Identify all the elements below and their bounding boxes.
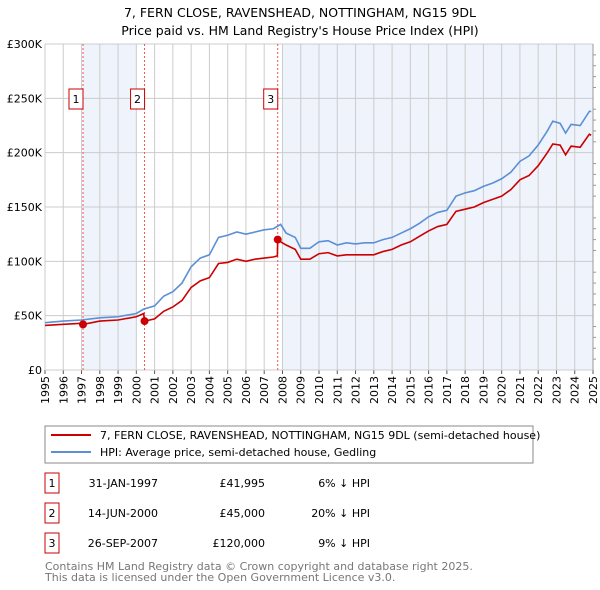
x-tick-label: 1998 (94, 376, 107, 404)
x-tick-label: 2004 (203, 376, 216, 404)
sale-row-hpi-diff: 20% ↓ HPI (311, 507, 370, 520)
x-tick-label: 2001 (149, 376, 162, 404)
x-tick-label: 2005 (222, 376, 235, 404)
x-tick-label: 2009 (295, 376, 308, 404)
x-tick-label: 2020 (496, 376, 509, 404)
sale-row-date: 31-JAN-1997 (89, 477, 158, 490)
legend-box (44, 425, 534, 464)
sale-row-price: £120,000 (213, 537, 266, 550)
footer-licence: This data is licensed under the Open Gov… (44, 571, 395, 584)
x-tick-label: 2025 (587, 376, 600, 404)
sale-row-id: 2 (49, 507, 56, 520)
sale-marker-label: 1 (72, 93, 79, 106)
sale-marker-label: 3 (267, 93, 274, 106)
x-tick-label: 2003 (185, 376, 198, 404)
sale-row-date: 14-JUN-2000 (88, 507, 158, 520)
chart-subtitle: Price paid vs. HM Land Registry's House … (121, 23, 478, 38)
y-tick-label: £150K (7, 201, 43, 214)
sale-row-price: £45,000 (220, 507, 266, 520)
x-tick-label: 2010 (313, 376, 326, 404)
x-tick-label: 2012 (350, 376, 363, 404)
x-tick-label: 2006 (240, 376, 253, 404)
sale-point (273, 235, 282, 244)
x-tick-label: 2018 (459, 376, 472, 404)
sale-row-badge (44, 502, 60, 524)
x-tick-label: 2019 (477, 376, 490, 404)
sale-row-id: 1 (49, 477, 56, 490)
chart-title: 7, FERN CLOSE, RAVENSHEAD, NOTTINGHAM, N… (124, 5, 476, 20)
x-tick-label: 1997 (76, 376, 89, 404)
x-tick-label: 2016 (423, 376, 436, 404)
sale-row-price: £41,995 (220, 477, 266, 490)
y-tick-label: £300K (7, 38, 43, 51)
sale-marker-box (68, 88, 84, 110)
x-tick-label: 2015 (404, 376, 417, 404)
x-tick-label: 2024 (569, 376, 582, 404)
sale-marker-box (130, 88, 146, 110)
x-tick-label: 2002 (167, 376, 180, 404)
x-tick-label: 2013 (368, 376, 381, 404)
x-tick-label: 2008 (276, 376, 289, 404)
price-paid-line (44, 133, 592, 327)
sale-row-badge (44, 532, 60, 554)
y-tick-label: £200K (7, 147, 43, 160)
footer-copyright: Contains HM Land Registry data © Crown c… (45, 560, 473, 573)
legend-label-hpi: HPI: Average price, semi-detached house,… (100, 446, 376, 459)
sale-row-hpi-diff: 9% ↓ HPI (318, 537, 370, 550)
hpi-line (44, 110, 592, 324)
sale-row-hpi-diff: 6% ↓ HPI (318, 477, 370, 490)
legend-label-price: 7, FERN CLOSE, RAVENSHEAD, NOTTINGHAM, N… (100, 429, 540, 442)
sale-marker-label: 2 (134, 93, 141, 106)
sale-marker-box (263, 88, 279, 110)
y-tick-label: £50K (14, 310, 43, 323)
x-tick-label: 2022 (532, 376, 545, 404)
y-tick-label: £250K (7, 92, 43, 105)
y-tick-label: £0 (28, 364, 42, 377)
x-tick-label: 2007 (258, 376, 271, 404)
x-tick-label: 1996 (57, 376, 70, 404)
x-tick-label: 2017 (441, 376, 454, 404)
x-tick-label: 2000 (130, 376, 143, 404)
x-tick-label: 2014 (386, 376, 399, 404)
x-tick-label: 2021 (514, 376, 527, 404)
sale-point (140, 317, 149, 326)
sale-point (78, 320, 87, 329)
x-tick-label: 1995 (39, 376, 52, 404)
sale-row-id: 3 (49, 537, 56, 550)
y-tick-label: £100K (7, 255, 43, 268)
x-tick-label: 2011 (331, 376, 344, 404)
x-tick-label: 2023 (550, 376, 563, 404)
sale-row-date: 26-SEP-2007 (88, 537, 158, 550)
x-tick-label: 1999 (112, 376, 125, 404)
sale-row-badge (44, 472, 60, 494)
